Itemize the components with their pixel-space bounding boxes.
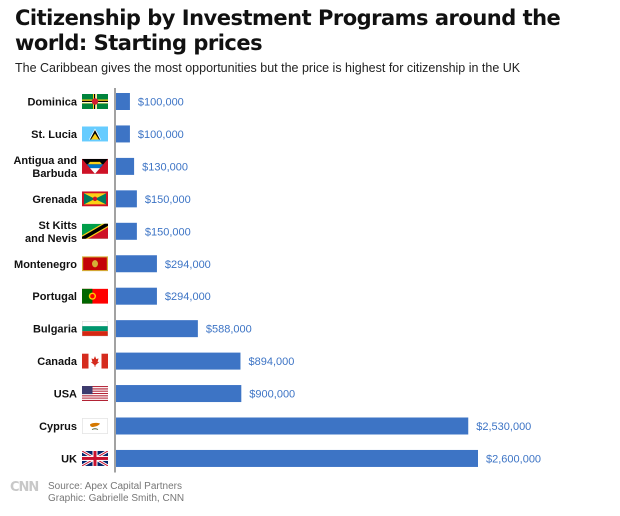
chart-title: Citizenship by Investment Programs aroun… <box>15 6 561 55</box>
montenegro-flag-icon <box>82 256 108 272</box>
st-lucia-flag-icon <box>82 126 108 142</box>
category-label-line: Dominica <box>27 97 77 109</box>
dominica-flag-icon <box>82 94 108 109</box>
category-label: Bulgaria <box>33 324 78 336</box>
bar <box>116 255 157 273</box>
value-label: $150,000 <box>145 226 191 238</box>
category-label: Cyprus <box>39 421 77 433</box>
category-label-line: Bulgaria <box>33 324 78 336</box>
value-label: $894,000 <box>248 356 294 368</box>
category-label: Montenegro <box>14 259 77 271</box>
value-label: $130,000 <box>142 161 188 173</box>
category-label-line: St Kitts <box>39 220 78 232</box>
bar <box>116 157 135 175</box>
chart-subtitle: The Caribbean gives the most opportuniti… <box>15 61 521 75</box>
value-label: $294,000 <box>165 259 211 271</box>
antigua-barbuda-flag-icon <box>82 158 108 174</box>
category-label-line: and Nevis <box>25 233 77 245</box>
category-label: Grenada <box>32 194 78 206</box>
category-label-line: Barbuda <box>32 168 78 180</box>
st-kitts-nevis-flag-icon <box>82 223 108 239</box>
value-label: $294,000 <box>165 291 211 303</box>
cyprus-flag-icon <box>82 418 108 434</box>
bar <box>116 287 157 305</box>
category-label-line: Cyprus <box>39 421 77 433</box>
value-label: $900,000 <box>249 389 295 401</box>
bar <box>116 352 241 370</box>
category-label: Dominica <box>27 97 77 109</box>
bar <box>116 320 198 338</box>
value-label: $100,000 <box>138 97 184 109</box>
category-label: Canada <box>37 356 78 368</box>
bar <box>116 125 130 143</box>
usa-flag-icon <box>82 386 108 402</box>
bar <box>116 385 242 403</box>
category-label-line: Portugal <box>32 291 77 303</box>
bar <box>116 93 130 110</box>
category-label: St. Lucia <box>31 129 78 141</box>
bar <box>116 190 137 208</box>
category-label: UK <box>61 453 77 465</box>
category-label: Portugal <box>32 291 77 303</box>
cnn-logo: CNN <box>10 480 39 495</box>
category-label-line: USA <box>54 389 77 401</box>
category-label: Antigua and Barbuda <box>13 155 77 180</box>
category-label-line: UK <box>61 453 77 465</box>
credit-text: Graphic: Gabrielle Smith, CNN <box>48 493 185 504</box>
source-note: Source: Apex Capital Partners Graphic: G… <box>48 481 184 505</box>
value-label: $150,000 <box>145 194 191 206</box>
value-label: $588,000 <box>206 324 252 336</box>
category-label: USA <box>54 389 77 401</box>
category-label-line: Montenegro <box>14 259 77 271</box>
category-label-line: St. Lucia <box>31 129 78 141</box>
category-label: St Kitts and Nevis <box>25 220 77 245</box>
value-label: $2,600,000 <box>486 453 541 465</box>
canada-flag-icon <box>82 353 108 369</box>
category-label-line: Antigua and <box>13 155 77 167</box>
grenada-flag-icon <box>82 191 108 207</box>
value-label: $2,530,000 <box>476 421 531 433</box>
category-label-line: Canada <box>37 356 78 368</box>
source-text: Source: Apex Capital Partners <box>48 481 182 492</box>
category-label-line: Grenada <box>32 194 78 206</box>
portugal-flag-icon <box>82 288 108 304</box>
uk-flag-icon <box>82 450 108 466</box>
bar <box>116 222 137 240</box>
bar <box>116 449 478 467</box>
bar <box>116 417 469 435</box>
value-label: $100,000 <box>138 129 184 141</box>
bulgaria-flag-icon <box>82 321 108 337</box>
